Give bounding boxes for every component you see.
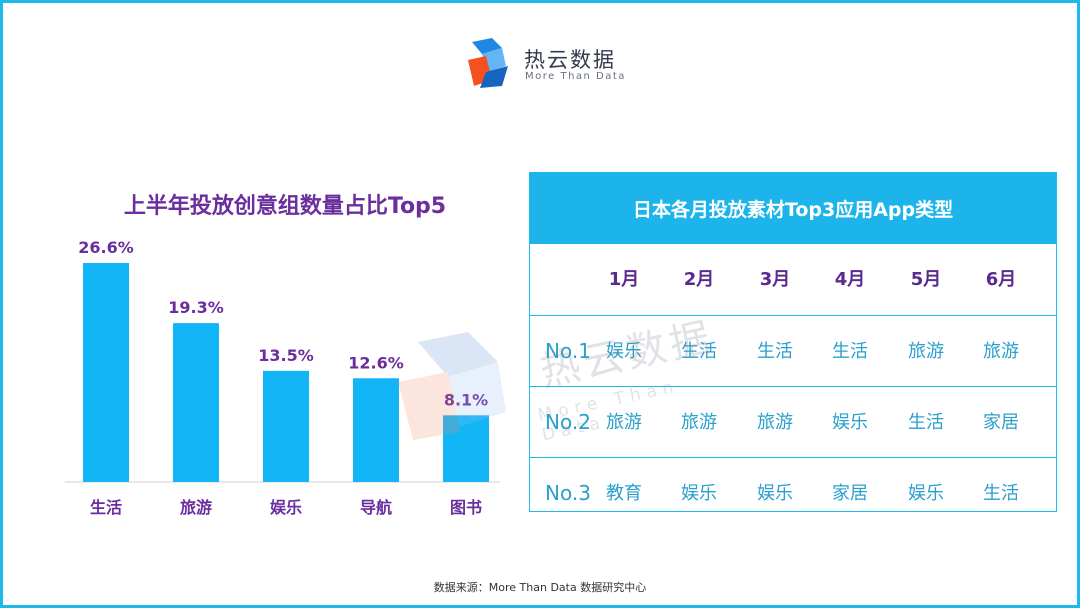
bar-value-label-5: 8.1% (444, 390, 488, 409)
table-cell: 家居 (983, 412, 1019, 433)
table-cell: 旅游 (983, 341, 1019, 362)
table-month-header-4: 4月 (834, 269, 866, 290)
table-cell: 旅游 (908, 341, 944, 362)
table-cell: 生活 (681, 341, 717, 362)
chart-title: 上半年投放创意组数量占比Top5 (123, 194, 447, 219)
table-rank-label: No.3 (545, 481, 591, 505)
table-cell: 娱乐 (606, 341, 642, 362)
table-cell: 家居 (832, 483, 868, 504)
table-cell: 教育 (606, 483, 642, 504)
table-cell: 生活 (908, 412, 944, 433)
table-month-header-3: 3月 (759, 269, 791, 290)
table-cell: 娱乐 (757, 483, 793, 504)
bar-3 (263, 370, 309, 482)
x-tick-label-2: 旅游 (180, 498, 212, 517)
table-rank-label: No.1 (545, 339, 591, 363)
bar-value-label-1: 26.6% (78, 238, 134, 257)
bar-value-label-2: 19.3% (168, 298, 224, 317)
table-cell: 娱乐 (681, 483, 717, 504)
table-row: No.1 娱乐 生活 生活 生活 旅游 旅游 (530, 315, 1056, 386)
table-row: No.3 教育 娱乐 娱乐 家居 娱乐 生活 (530, 457, 1056, 528)
table-month-header-5: 5月 (910, 269, 942, 290)
bar-value-label-4: 12.6% (348, 353, 404, 372)
bar-chart: 26.6% 生活 19.3% 旅游 13.5% 娱乐 12.6% 导航 8.1% 图书 (65, 238, 500, 517)
x-tick-label-4: 导航 (360, 498, 392, 517)
table-rank-label: No.2 (545, 410, 591, 434)
bar-4 (353, 378, 399, 482)
table-row: No.2 旅游 旅游 旅游 娱乐 生活 家居 (530, 386, 1056, 457)
logo: 热云数据 More Than Data (462, 36, 632, 92)
bar-1 (83, 263, 129, 482)
bar-5 (443, 415, 489, 482)
table-cell: 生活 (757, 341, 793, 362)
logo-name-cn: 热云数据 (524, 48, 616, 72)
x-tick-label-5: 图书 (450, 498, 482, 517)
table-cell: 生活 (832, 341, 868, 362)
table-cell: 旅游 (681, 412, 717, 433)
monthly-top3-table: 日本各月投放素材Top3应用App类型 1月 2月 3月 4月 5月 6月 No.1 娱乐生… (529, 172, 1057, 512)
logo-cube-icon (468, 38, 508, 88)
table-cell: 娱乐 (908, 483, 944, 504)
table-cell: 娱乐 (832, 412, 868, 433)
data-source: 数据来源：More Than Data 数据研究中心 (433, 581, 647, 594)
x-tick-label-1: 生活 (90, 498, 122, 517)
table-month-header-6: 6月 (985, 269, 1017, 290)
table-cell: 旅游 (757, 412, 793, 433)
table-cell: 生活 (983, 483, 1019, 504)
table-cell: 旅游 (606, 412, 642, 433)
logo-name-en: More Than Data (525, 71, 626, 82)
x-tick-label-3: 娱乐 (270, 498, 302, 517)
table-title: 日本各月投放素材Top3应用App类型 (530, 173, 1056, 244)
table-month-header-1: 1月 (608, 269, 640, 290)
bar-2 (173, 323, 219, 482)
bar-value-label-3: 13.5% (258, 346, 314, 365)
table-header-row: 1月 2月 3月 4月 5月 6月 (530, 244, 1056, 315)
table-month-header-2: 2月 (683, 269, 715, 290)
